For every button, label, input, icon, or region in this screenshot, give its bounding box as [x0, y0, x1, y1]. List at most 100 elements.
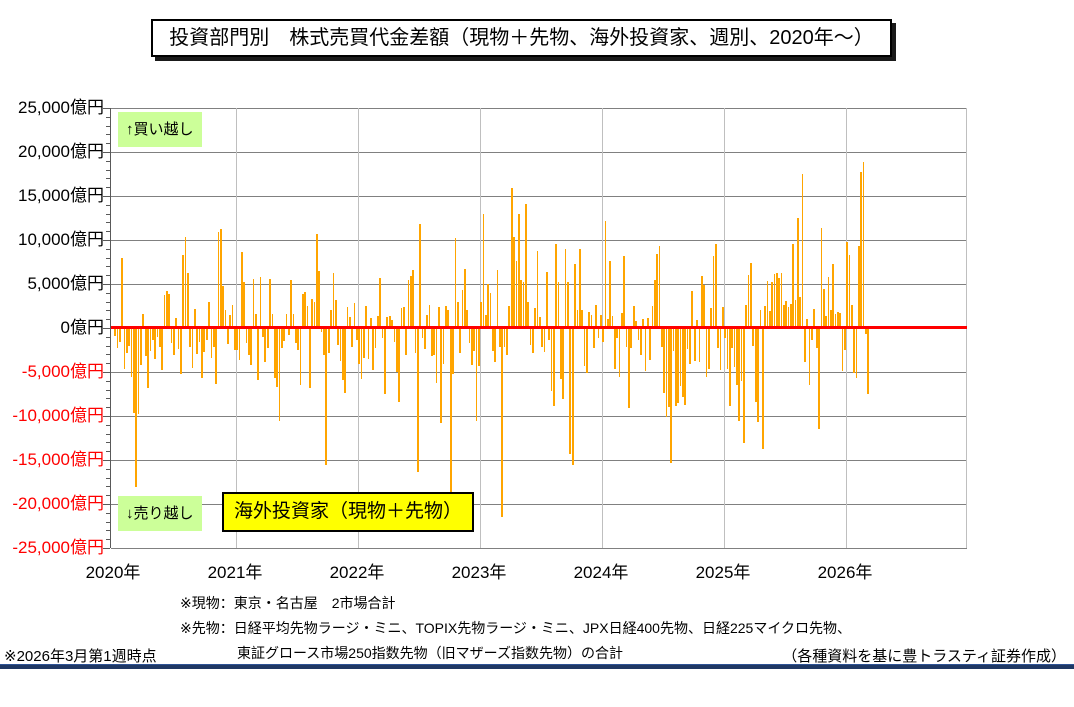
series-label-box: 海外投資家（現物＋先物） [222, 492, 475, 532]
bar [581, 309, 583, 328]
bar [677, 329, 680, 403]
bar [820, 227, 823, 328]
bar [599, 314, 602, 328]
y-minor-tick [106, 539, 110, 541]
bar [675, 329, 677, 407]
bar [750, 262, 752, 328]
bar [163, 295, 166, 328]
bar [588, 312, 590, 328]
bar [780, 272, 783, 328]
y-minor-tick [106, 451, 110, 453]
bar [133, 329, 135, 414]
bar [733, 329, 736, 367]
bar [555, 243, 558, 328]
bar [285, 313, 288, 328]
bar [726, 329, 729, 369]
bar [238, 329, 241, 360]
bar [719, 329, 722, 371]
bar [592, 329, 595, 349]
bar [663, 329, 665, 394]
bar [862, 161, 865, 328]
chart-title: 投資部門別 株式売買代金差額（現物＋先物、海外投資家、週別、2020年～） [151, 19, 892, 57]
bar [499, 329, 501, 347]
y-minor-tick [106, 160, 110, 162]
bar [834, 313, 837, 328]
footnote-spot: ※現物：東京・名古屋 2市場合計 [180, 595, 396, 611]
bar [241, 252, 243, 328]
bar [546, 271, 548, 328]
bar [860, 172, 863, 328]
buy-over-annotation: ↑買い越し [118, 112, 202, 147]
x-axis-label: 2023年 [451, 563, 507, 582]
bar [372, 329, 375, 371]
bar [684, 329, 687, 406]
y-minor-tick [106, 433, 110, 435]
y-major-tick [103, 548, 110, 549]
bar [456, 301, 459, 328]
bar [330, 309, 332, 328]
bar [201, 329, 203, 379]
bar [320, 329, 323, 332]
bar [419, 224, 421, 328]
bar [508, 306, 511, 328]
bar [477, 329, 480, 366]
bar [569, 329, 572, 454]
bar [149, 329, 152, 351]
y-major-tick [103, 372, 110, 373]
bar [219, 229, 222, 328]
plot-area [110, 108, 967, 549]
bar [332, 272, 335, 328]
bar [590, 314, 593, 328]
x-axis-label: 2024年 [573, 563, 629, 582]
bar [334, 299, 337, 328]
bar [184, 237, 187, 328]
bar [309, 329, 311, 389]
bar [236, 329, 238, 351]
bar [721, 306, 724, 328]
bar [550, 329, 553, 391]
y-minor-tick [106, 319, 110, 321]
bar [611, 315, 614, 328]
bar [226, 329, 229, 344]
bar [388, 315, 391, 328]
bar [585, 329, 588, 373]
bar [792, 244, 795, 328]
bar [672, 329, 675, 351]
bar [548, 329, 551, 341]
bar [224, 309, 227, 328]
bar [473, 329, 475, 351]
bar [421, 329, 424, 338]
bar [630, 329, 633, 349]
y-minor-tick [106, 222, 110, 224]
bar [839, 313, 841, 328]
bar [503, 329, 506, 347]
gridline-horizontal [111, 372, 967, 373]
bar [651, 306, 654, 328]
bar [668, 329, 670, 408]
bar [485, 314, 487, 328]
bar [808, 329, 811, 386]
bar [424, 329, 426, 350]
bar [614, 329, 616, 370]
y-axis-label: -5,000億円 [21, 362, 104, 381]
bar [346, 306, 349, 328]
bar [531, 329, 534, 353]
y-minor-tick [106, 143, 110, 145]
bar [628, 329, 630, 409]
bar [414, 329, 417, 353]
bar [773, 274, 776, 328]
bar [177, 329, 180, 350]
bar [536, 250, 539, 328]
bar [327, 329, 330, 353]
bar [452, 329, 454, 374]
gridline-horizontal [111, 548, 967, 549]
y-minor-tick [106, 424, 110, 426]
gridline-horizontal [111, 416, 967, 417]
y-major-tick [103, 152, 110, 153]
bar [843, 329, 846, 351]
y-minor-tick [106, 336, 110, 338]
y-minor-tick [106, 204, 110, 206]
bar [433, 329, 436, 355]
bar [639, 329, 642, 356]
y-minor-tick [106, 380, 110, 382]
